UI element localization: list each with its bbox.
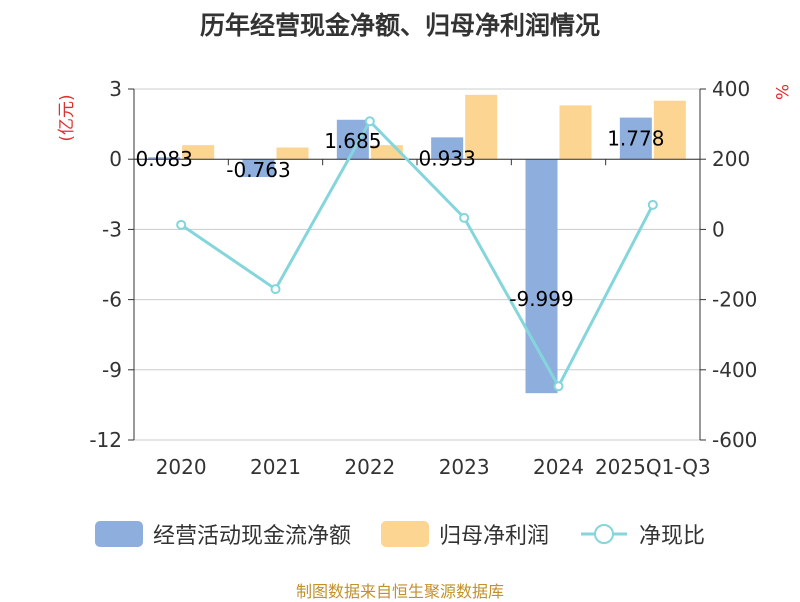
bar-net-profit bbox=[653, 100, 686, 160]
line-point bbox=[364, 116, 375, 127]
source-note: 制图数据来自恒生聚源数据库 bbox=[295, 582, 504, 601]
category-label: 2021 bbox=[250, 455, 301, 479]
data-label: -9.999 bbox=[509, 287, 573, 311]
legend: 经营活动现金流净额 归母净利润 净现比 bbox=[0, 518, 800, 550]
left-tick-label: 0 bbox=[109, 147, 122, 171]
bar-cashflow bbox=[242, 159, 275, 178]
legend-line-marker bbox=[594, 524, 614, 544]
legend-item-bar2[interactable]: 归母净利润 bbox=[380, 518, 549, 550]
data-label: 0.933 bbox=[419, 146, 476, 170]
line-point bbox=[270, 284, 281, 295]
category-label: 2022 bbox=[344, 455, 395, 479]
right-tick-label: -600 bbox=[712, 428, 757, 452]
right-tick-label: -200 bbox=[712, 288, 757, 312]
data-label: -0.763 bbox=[226, 158, 290, 182]
legend-item-line[interactable]: 净现比 bbox=[579, 518, 705, 550]
line-point bbox=[553, 381, 564, 392]
right-tick-label: -400 bbox=[712, 358, 757, 382]
bar-net-profit bbox=[465, 94, 498, 160]
category-label: 2020 bbox=[156, 455, 207, 479]
legend-label-bar2: 归母净利润 bbox=[438, 524, 549, 549]
data-label: 1.778 bbox=[607, 127, 664, 151]
legend-swatch-bar1 bbox=[94, 521, 143, 547]
bar-net-profit bbox=[276, 147, 309, 160]
left-axis-unit: (亿元) bbox=[57, 94, 77, 141]
bar-net-profit bbox=[559, 105, 592, 160]
category-label: 2024 bbox=[533, 455, 584, 479]
line-point bbox=[176, 219, 187, 230]
line-point bbox=[459, 212, 470, 223]
data-label: 1.685 bbox=[324, 129, 381, 153]
bar-cashflow bbox=[431, 137, 464, 160]
legend-swatch-bar2 bbox=[380, 521, 429, 547]
right-tick-label: 200 bbox=[712, 147, 750, 171]
legend-label-bar1: 经营活动现金流净额 bbox=[152, 524, 351, 549]
legend-swatch-line bbox=[581, 524, 627, 544]
left-tick-label: -6 bbox=[102, 288, 122, 312]
left-tick-label: -3 bbox=[102, 217, 122, 241]
left-tick-label: -9 bbox=[102, 358, 122, 382]
category-label: 2025Q1-Q3 bbox=[595, 455, 711, 479]
legend-label-line: 净现比 bbox=[639, 524, 706, 549]
chart-plot: 3 0 -3 -6 -9 -12 400 200 0 -200 -400 -600 (亿元)% 0.083… bbox=[57, 77, 791, 479]
right-axis-unit: % bbox=[771, 84, 791, 100]
line-point bbox=[647, 199, 658, 210]
bar-net-profit bbox=[182, 145, 215, 160]
data-label: 0.083 bbox=[136, 147, 193, 171]
bar-cashflow bbox=[148, 157, 181, 160]
legend-item-bar1[interactable]: 经营活动现金流净额 bbox=[94, 518, 351, 550]
category-label: 2023 bbox=[439, 455, 490, 479]
right-tick-label: 0 bbox=[712, 217, 725, 241]
right-tick-label: 400 bbox=[712, 77, 750, 101]
bar-cashflow bbox=[619, 117, 652, 160]
chart-title: 历年经营现金净额、归母净利润情况 bbox=[199, 11, 600, 40]
left-tick-label: 3 bbox=[109, 77, 122, 101]
line-net-cash-ratio bbox=[180, 119, 655, 388]
left-tick-label: -12 bbox=[89, 428, 122, 452]
